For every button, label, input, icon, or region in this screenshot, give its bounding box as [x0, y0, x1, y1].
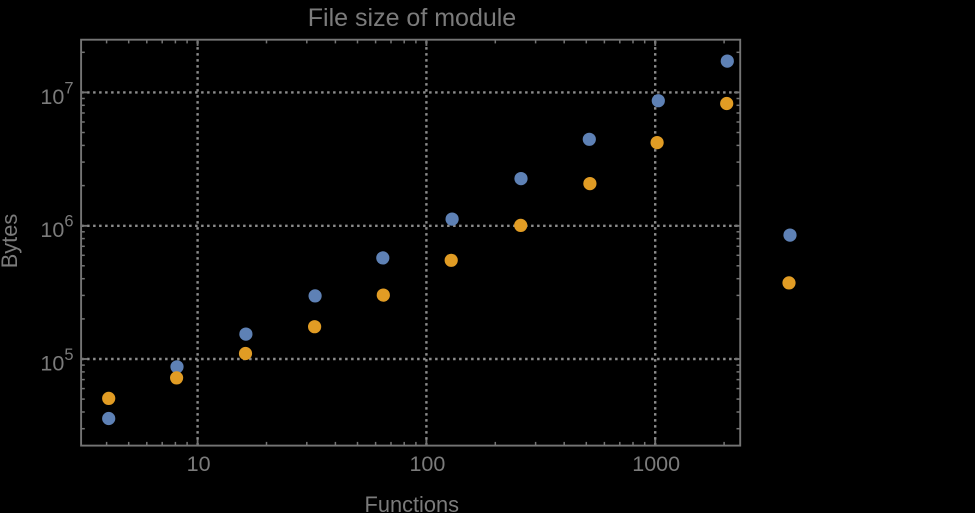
svg-text:10: 10: [187, 452, 211, 476]
svg-text:File size of module: File size of module: [308, 4, 516, 32]
svg-text:100: 100: [409, 452, 445, 476]
svg-text:Functions: Functions: [365, 492, 460, 513]
svg-text:Bytes: Bytes: [0, 214, 22, 269]
svg-text:1000: 1000: [632, 452, 680, 476]
